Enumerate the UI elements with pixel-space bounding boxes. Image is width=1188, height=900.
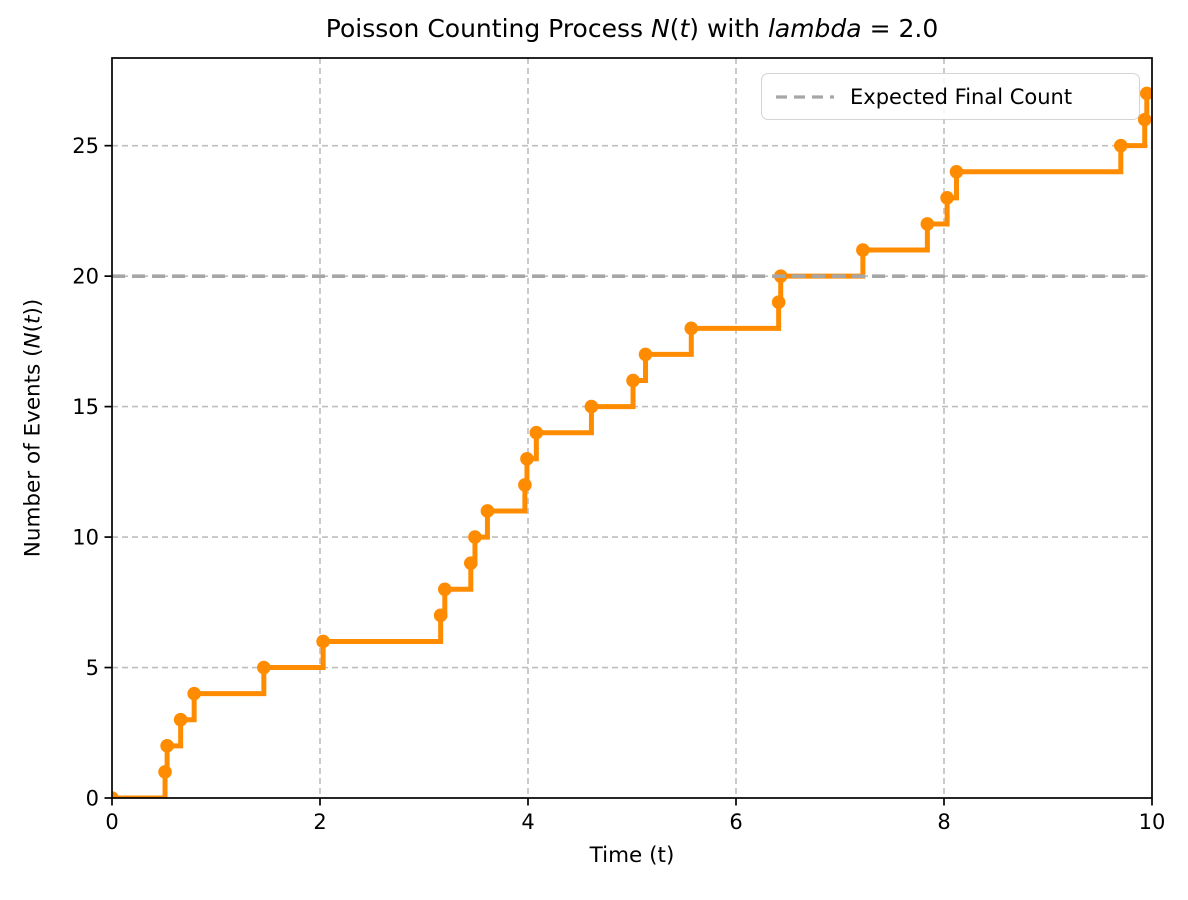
y-tick-label: 5 xyxy=(86,656,99,680)
event-marker xyxy=(856,243,870,257)
plain-text: ( xyxy=(20,323,46,333)
event-marker xyxy=(1140,86,1152,101)
event-marker xyxy=(920,217,935,231)
event-marker xyxy=(468,530,482,544)
event-marker xyxy=(771,295,786,310)
event-marker xyxy=(160,739,174,753)
event-marker xyxy=(480,504,495,518)
x-tick-label: 2 xyxy=(313,810,326,834)
y-tick-label: 20 xyxy=(72,265,99,289)
plain-text: Poisson Counting Process xyxy=(325,14,651,43)
chart-title: Poisson Counting Process N(t) with lambd… xyxy=(112,14,1152,43)
x-tick-label: 10 xyxy=(1139,810,1166,834)
x-tick-label: 8 xyxy=(937,810,950,834)
y-axis-label: Number of Events (N(t)) xyxy=(21,299,46,557)
event-marker xyxy=(433,608,448,623)
event-marker xyxy=(112,791,119,798)
x-tick-label: 0 xyxy=(105,810,118,834)
event-marker xyxy=(520,451,534,466)
counting-process-series xyxy=(112,86,1152,798)
math-text: N xyxy=(20,332,46,349)
plain-text: )) xyxy=(20,298,46,316)
math-text: t xyxy=(679,14,690,43)
x-tick-label: 6 xyxy=(729,810,742,834)
event-marker xyxy=(518,478,532,492)
plain-text: ( xyxy=(669,14,680,43)
event-marker xyxy=(438,582,452,597)
axes-spines xyxy=(111,57,1153,799)
event-marker xyxy=(638,347,653,362)
event-marker xyxy=(464,556,478,570)
event-marker xyxy=(316,634,330,649)
legend: Expected Final Count xyxy=(761,73,1140,120)
event-marker xyxy=(173,712,188,727)
plain-text: = 2.0 xyxy=(861,14,939,43)
plain-text: ) with xyxy=(689,14,768,43)
y-tick-label: 0 xyxy=(86,787,99,811)
event-marker xyxy=(584,399,599,414)
y-tick-label: 15 xyxy=(72,395,99,419)
event-marker xyxy=(1137,112,1152,127)
x-tick-label: 4 xyxy=(521,810,534,834)
event-marker xyxy=(1114,138,1128,153)
math-text: t xyxy=(20,315,46,324)
x-axis-label: Time (t) xyxy=(589,843,675,868)
math-text: N xyxy=(650,14,670,43)
step-line xyxy=(112,90,1152,798)
event-marker xyxy=(257,660,271,675)
plain-text: Number of Events ( xyxy=(20,348,46,558)
legend-entry-label: Expected Final Count xyxy=(850,84,1073,109)
math-text: lambda xyxy=(767,14,862,43)
y-tick-label: 25 xyxy=(72,134,99,158)
event-marker xyxy=(158,765,172,779)
legend-dashed-line-sample xyxy=(776,94,834,99)
event-marker xyxy=(940,191,954,205)
event-marker xyxy=(626,373,640,388)
event-marker xyxy=(187,686,201,701)
event-marker xyxy=(949,164,964,179)
event-marker xyxy=(529,425,544,440)
event-marker xyxy=(684,321,699,336)
y-tick-label: 10 xyxy=(72,526,99,550)
